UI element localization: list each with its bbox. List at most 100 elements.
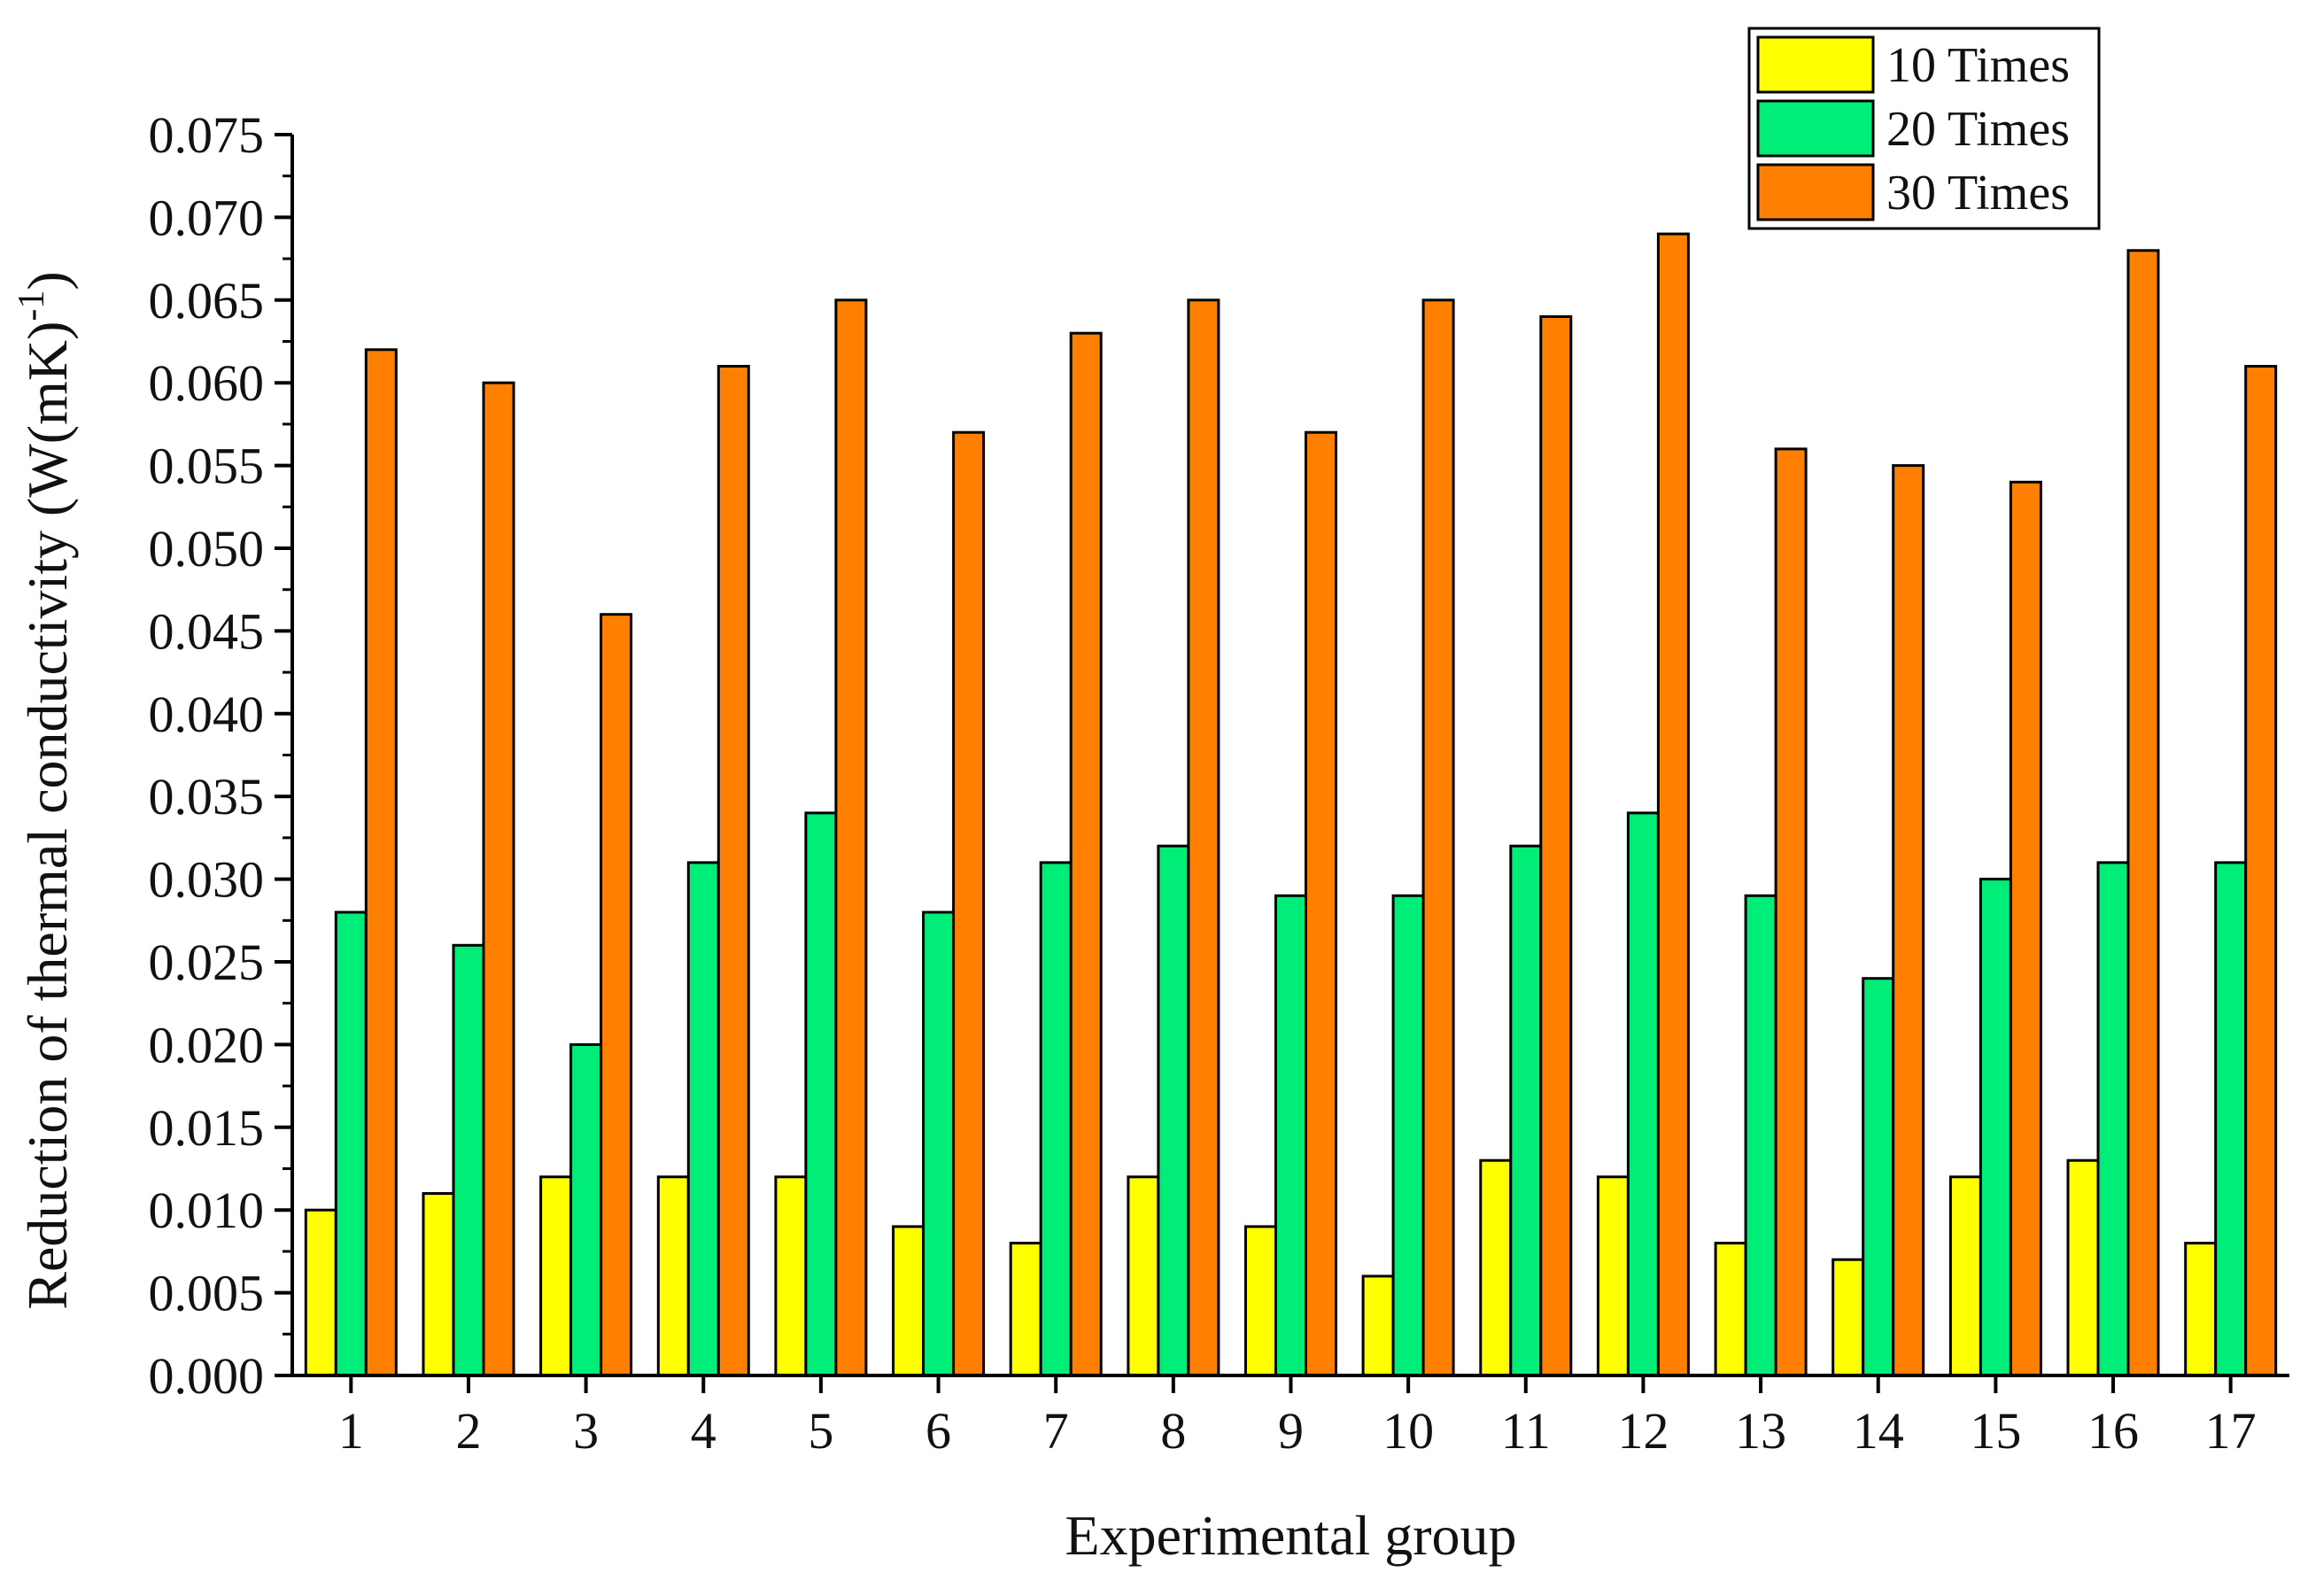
bar-30-times-group-7 bbox=[1069, 331, 1103, 1377]
bar-30-times-group-10 bbox=[1421, 298, 1455, 1377]
bar-10-times-group-17 bbox=[2184, 1242, 2218, 1377]
x-tick-label: 2 bbox=[455, 1402, 481, 1460]
legend: 10 Times 20 Times 30 Times bbox=[1747, 27, 2101, 230]
tick-labels: 0.000 0.005 0.010 0.015 0.020 0.025 0.030 0.035… bbox=[149, 106, 2257, 1460]
bar-10-times-group-5 bbox=[774, 1175, 808, 1377]
bar-30-times-group-12 bbox=[1656, 232, 1690, 1377]
x-tick-label: 14 bbox=[1853, 1402, 1904, 1460]
x-tick-label: 9 bbox=[1278, 1402, 1304, 1460]
bar-20-times-group-14 bbox=[1862, 977, 1895, 1377]
y-tick-label: 0.060 bbox=[149, 354, 265, 412]
y-tick-label: 0.050 bbox=[149, 520, 265, 577]
bar-30-times-group-5 bbox=[834, 298, 868, 1377]
bar-30-times-group-4 bbox=[716, 365, 750, 1377]
bar-20-times-group-4 bbox=[686, 861, 720, 1377]
y-tick-label: 0.065 bbox=[149, 272, 265, 329]
x-tick-label: 16 bbox=[2087, 1402, 2139, 1460]
y-tick-label: 0.005 bbox=[149, 1265, 265, 1322]
bar-10-times-group-6 bbox=[892, 1225, 925, 1377]
bar-20-times-group-3 bbox=[569, 1042, 603, 1377]
legend-label-10-times: 10 Times bbox=[1886, 38, 2070, 93]
x-tick-label: 15 bbox=[1970, 1402, 2021, 1460]
x-tick-label: 17 bbox=[2205, 1402, 2257, 1460]
bar-10-times-group-2 bbox=[422, 1192, 455, 1377]
y-tick-label: 0.070 bbox=[149, 189, 265, 246]
bar-20-times-group-6 bbox=[922, 910, 956, 1377]
y-tick-label: 0.000 bbox=[149, 1347, 265, 1405]
y-tick-label: 0.075 bbox=[149, 106, 265, 164]
x-tick-label: 8 bbox=[1160, 1402, 1186, 1460]
bar-10-times-group-11 bbox=[1479, 1158, 1513, 1377]
bar-30-times-group-3 bbox=[600, 613, 633, 1377]
bar-30-times-group-11 bbox=[1539, 315, 1573, 1377]
y-tick-label: 0.015 bbox=[149, 1099, 265, 1157]
bar-10-times-group-3 bbox=[539, 1175, 573, 1377]
legend-label-20-times: 20 Times bbox=[1886, 102, 2070, 157]
x-tick-label: 11 bbox=[1501, 1402, 1551, 1460]
bar-30-times-group-6 bbox=[952, 430, 986, 1377]
bar-10-times-group-8 bbox=[1127, 1175, 1160, 1377]
bar-30-times-group-8 bbox=[1187, 298, 1220, 1377]
y-tick-label: 0.010 bbox=[149, 1182, 265, 1239]
x-tick-label: 1 bbox=[338, 1402, 364, 1460]
bar-10-times-group-13 bbox=[1714, 1242, 1747, 1377]
bar-20-times-group-13 bbox=[1744, 894, 1777, 1377]
bar-10-times-group-14 bbox=[1831, 1258, 1865, 1377]
x-tick-label: 6 bbox=[925, 1402, 951, 1460]
y-axis-title-close: ) bbox=[16, 271, 79, 290]
bar-30-times-group-16 bbox=[2126, 249, 2160, 1377]
x-tick-label: 10 bbox=[1382, 1402, 1434, 1460]
bar-30-times-group-17 bbox=[2244, 365, 2278, 1377]
legend-swatch-10-times bbox=[1756, 35, 1875, 94]
axes bbox=[275, 133, 2289, 1393]
legend-swatch-30-times bbox=[1756, 163, 1875, 221]
bar-30-times-group-9 bbox=[1305, 430, 1337, 1377]
bar-20-times-group-5 bbox=[804, 811, 838, 1377]
bar-20-times-group-2 bbox=[452, 943, 485, 1377]
y-tick-label: 0.020 bbox=[149, 1016, 265, 1073]
y-axis-title-superscript: -1 bbox=[12, 291, 52, 322]
y-tick-label: 0.040 bbox=[149, 686, 265, 743]
bar-30-times-group-13 bbox=[1774, 447, 1808, 1377]
bar-10-times-group-15 bbox=[1948, 1175, 1982, 1377]
bar-30-times-group-14 bbox=[1892, 464, 1925, 1377]
bar-10-times-group-12 bbox=[1596, 1175, 1630, 1377]
y-tick-label: 0.025 bbox=[149, 934, 265, 991]
legend-label-30-times: 30 Times bbox=[1886, 166, 2070, 221]
x-tick-label: 13 bbox=[1735, 1402, 1786, 1460]
bar-30-times-group-15 bbox=[2009, 480, 2042, 1377]
bar-10-times-group-16 bbox=[2066, 1158, 2100, 1377]
bar-20-times-group-16 bbox=[2096, 861, 2130, 1377]
bar-10-times-group-10 bbox=[1361, 1274, 1395, 1377]
bar-10-times-group-9 bbox=[1244, 1225, 1277, 1377]
y-tick-label: 0.030 bbox=[149, 851, 265, 909]
x-tick-label: 5 bbox=[808, 1402, 833, 1460]
bar-20-times-group-8 bbox=[1157, 844, 1190, 1377]
x-tick-label: 12 bbox=[1617, 1402, 1669, 1460]
bar-20-times-group-7 bbox=[1039, 861, 1073, 1377]
x-tick-label: 7 bbox=[1043, 1402, 1069, 1460]
y-tick-label: 0.055 bbox=[149, 438, 265, 495]
bar-group bbox=[304, 232, 2278, 1377]
bar-20-times-group-12 bbox=[1626, 811, 1660, 1377]
bar-10-times-group-7 bbox=[1009, 1242, 1042, 1377]
y-axis-title-text: Reduction of thermal conductivity (W(mK) bbox=[16, 322, 79, 1310]
y-tick-label: 0.035 bbox=[149, 768, 265, 825]
bar-30-times-group-1 bbox=[364, 348, 398, 1377]
y-tick-label: 0.045 bbox=[149, 602, 265, 660]
bar-20-times-group-17 bbox=[2214, 861, 2248, 1377]
bar-20-times-group-15 bbox=[1979, 878, 2012, 1377]
x-tick-label: 4 bbox=[691, 1402, 716, 1460]
legend-swatch-20-times bbox=[1756, 99, 1875, 158]
y-axis-title: Reduction of thermal conductivity (W(mK)… bbox=[12, 271, 79, 1309]
bar-10-times-group-4 bbox=[656, 1175, 690, 1377]
bar-30-times-group-2 bbox=[482, 381, 515, 1377]
bar-20-times-group-11 bbox=[1509, 844, 1543, 1377]
bar-10-times-group-1 bbox=[304, 1208, 337, 1377]
bar-20-times-group-10 bbox=[1391, 894, 1425, 1377]
x-axis-title: Experimental group bbox=[1065, 1504, 1516, 1567]
bar-20-times-group-9 bbox=[1274, 894, 1307, 1377]
bar-20-times-group-1 bbox=[334, 910, 368, 1377]
